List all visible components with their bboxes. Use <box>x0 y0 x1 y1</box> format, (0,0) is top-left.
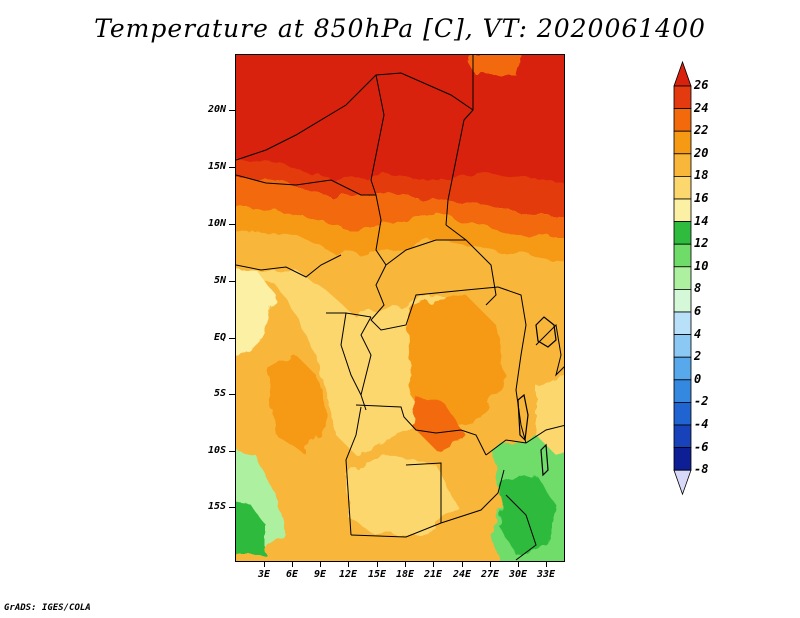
lat-tick <box>229 338 235 339</box>
chart-title: Temperature at 850hPa [C], VT: 202006140… <box>94 14 706 43</box>
colorbar-swatch <box>673 379 692 403</box>
zone-20-22-angola <box>266 355 326 455</box>
colorbar-swatch <box>673 447 692 471</box>
lat-tick <box>229 394 235 395</box>
zone-22-24-north <box>466 55 521 75</box>
lon-label-15e: 15E <box>367 569 387 580</box>
colorbar <box>673 60 692 496</box>
lat-label-5s: 5S <box>213 388 226 399</box>
zone-12-14-sw <box>236 498 266 555</box>
lake-outlines <box>517 316 557 477</box>
colorbar-bottom-arrow <box>673 469 692 496</box>
colorbar-top-arrow <box>673 60 692 87</box>
lon-label-33e: 33E <box>536 569 556 580</box>
lat-label-15n: 15N <box>207 161 226 172</box>
colorbar-swatch <box>673 108 692 132</box>
lon-tick <box>490 562 491 567</box>
zone-16-18-south <box>346 455 456 535</box>
colorbar-label: 10 <box>694 258 709 273</box>
lon-label-12e: 12E <box>338 569 358 580</box>
lat-tick <box>229 281 235 282</box>
colorbar-label: 22 <box>694 123 709 138</box>
lon-label-30e: 30E <box>508 569 528 580</box>
lon-label-18e: 18E <box>395 569 415 580</box>
colorbar-swatch <box>673 401 692 426</box>
colorbar-label: 20 <box>694 145 709 160</box>
colorbar-swatch <box>673 288 692 313</box>
colorbar-swatch <box>673 85 692 110</box>
colorbar-label: -4 <box>694 417 709 431</box>
lon-tick <box>433 562 434 567</box>
map-field <box>236 55 564 561</box>
lon-label-27e: 27E <box>480 569 500 580</box>
colorbar-label: -2 <box>694 394 709 409</box>
lake-malawi <box>540 443 549 477</box>
colorbar-label: 18 <box>694 168 709 183</box>
lat-label-15s: 15S <box>207 501 226 512</box>
lat-label-5n: 5N <box>213 275 226 286</box>
colorbar-swatch <box>673 311 692 336</box>
colorbar-swatch <box>673 130 692 155</box>
colorbar-label: 2 <box>694 349 702 364</box>
zone-12-14-se <box>498 475 556 555</box>
colorbar-swatch <box>673 243 692 268</box>
lat-label-20n: 20N <box>207 104 226 115</box>
zone-16-18-east <box>536 375 564 455</box>
lon-tick <box>264 562 265 567</box>
colorbar-label: -8 <box>694 462 709 477</box>
colorbar-swatch <box>673 266 692 290</box>
colorbar-label: 24 <box>694 100 709 115</box>
lat-tick <box>229 110 235 111</box>
zone-22-24 <box>236 177 564 239</box>
colorbar-label: 16 <box>694 191 709 205</box>
zone-26-plus <box>236 55 564 183</box>
colorbar-swatch <box>673 424 692 449</box>
lon-tick <box>292 562 293 567</box>
grads-credit: GrADS: IGES/COLA <box>4 603 91 613</box>
colorbar-label: 26 <box>694 78 709 92</box>
colorbar-label: 0 <box>694 371 702 386</box>
lon-label-21e: 21E <box>423 569 443 580</box>
lon-tick <box>348 562 349 567</box>
lat-label-10s: 10S <box>207 445 226 456</box>
lon-label-24e: 24E <box>452 569 472 580</box>
lon-tick <box>518 562 519 567</box>
lake-tanganyika <box>517 393 529 442</box>
country-borders <box>236 55 564 561</box>
colorbar-swatch <box>673 198 692 223</box>
lat-tick <box>229 167 235 168</box>
lon-tick <box>462 562 463 567</box>
lon-tick <box>546 562 547 567</box>
lat-label-eq: EQ <box>213 332 226 343</box>
lon-label-3e: 3E <box>257 569 271 580</box>
colorbar-swatch <box>673 356 692 381</box>
colorbar-label: 6 <box>694 304 702 318</box>
lat-tick <box>229 507 235 508</box>
lat-label-10n: 10N <box>207 218 226 229</box>
colorbar-label: 14 <box>694 213 709 228</box>
colorbar-swatch <box>673 153 692 177</box>
zone-14-16-coast <box>236 270 276 355</box>
zone-22-24-congo <box>411 395 466 450</box>
lake-victoria <box>535 316 557 348</box>
zone-20-22a <box>236 206 564 262</box>
lon-tick <box>377 562 378 567</box>
lon-label-9e: 9E <box>313 569 327 580</box>
lat-tick <box>229 224 235 225</box>
colorbar-label: 12 <box>694 236 709 251</box>
colorbar-label: 8 <box>694 281 702 296</box>
temperature-map <box>235 54 565 562</box>
colorbar-swatch <box>673 176 692 200</box>
colorbar-swatch <box>673 221 692 245</box>
lat-tick <box>229 451 235 452</box>
colorbar-label: 4 <box>694 326 702 341</box>
colorbar-swatch <box>673 334 692 358</box>
colorbar-label: -6 <box>694 439 709 454</box>
lon-tick <box>320 562 321 567</box>
lon-tick <box>405 562 406 567</box>
lon-label-6e: 6E <box>285 569 299 580</box>
